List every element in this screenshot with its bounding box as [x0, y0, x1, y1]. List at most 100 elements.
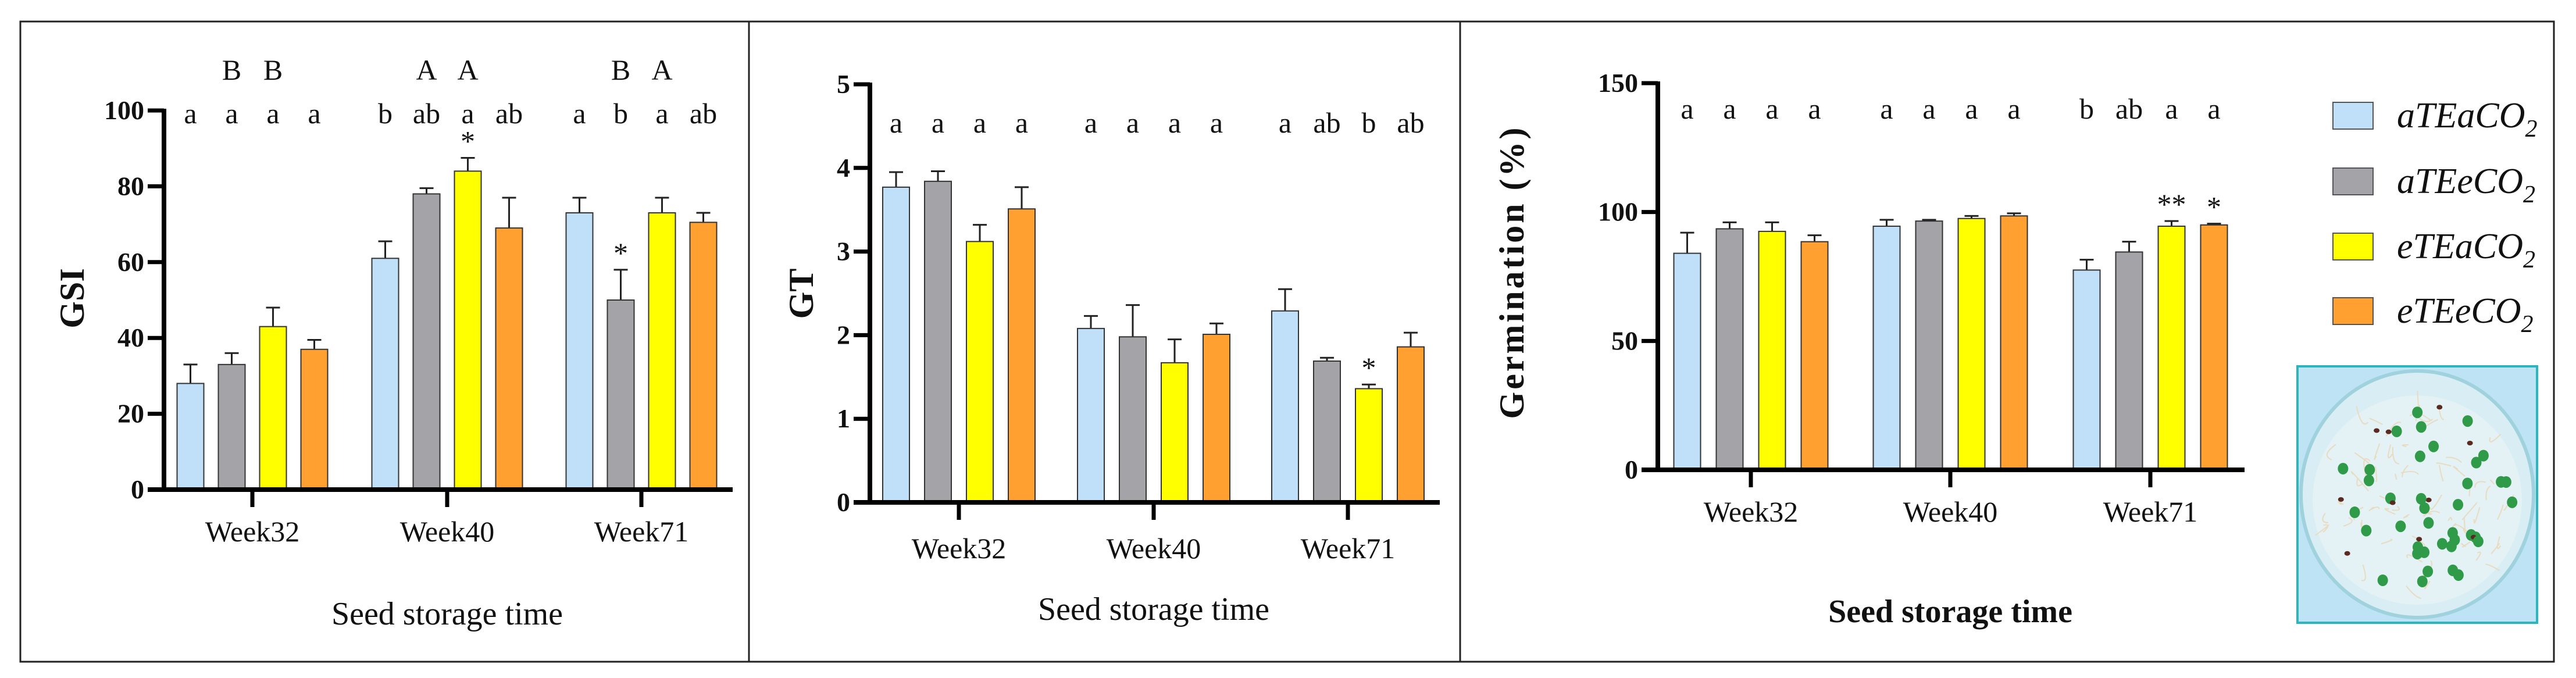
group-letter: a: [184, 97, 197, 130]
cotyledon: [2395, 520, 2406, 533]
group-letter: a: [655, 97, 668, 130]
bar: [371, 258, 399, 490]
bar: [2157, 226, 2186, 470]
group-letter: ab: [413, 97, 440, 130]
root-hair: [2356, 406, 2369, 425]
bar: [1758, 230, 1786, 470]
seed: [2389, 500, 2396, 505]
root-hair: [2350, 471, 2369, 491]
root-hair: [2403, 513, 2410, 519]
x-tick-label: Week71: [1301, 532, 1396, 565]
root-hair: [2485, 563, 2500, 572]
bar: [176, 383, 205, 490]
cotyledon: [2462, 477, 2473, 490]
cotyledon: [2416, 421, 2427, 433]
y-tick-label: 3: [837, 237, 850, 266]
bar: [1673, 252, 1701, 470]
seed: [2425, 497, 2432, 502]
root-hair: [2384, 508, 2396, 515]
group-letter: a: [973, 106, 986, 139]
group-letter: b: [1362, 106, 1376, 139]
x-tick-label: Week40: [1903, 495, 1998, 528]
legend-label: aTEeCO2: [2397, 162, 2535, 208]
y-tick-label: 150: [1598, 68, 1638, 98]
bar: [495, 227, 523, 490]
cotyledon: [2419, 502, 2430, 514]
group-letter: a: [2207, 92, 2220, 125]
bar: [217, 363, 246, 491]
bar: [412, 193, 441, 490]
group-letter: a: [225, 97, 238, 130]
bar: [1161, 362, 1189, 503]
root-hair: [2496, 536, 2502, 549]
root-hair: [2475, 551, 2481, 561]
group-letter: ab: [495, 97, 523, 130]
root-hair: [2453, 466, 2466, 477]
legend-swatch: [2332, 167, 2374, 195]
y-tick-label: 100: [1598, 197, 1638, 227]
group-letter-upper: A: [416, 53, 437, 86]
group-letter: ab: [1397, 106, 1424, 139]
y-tick-label: 100: [104, 95, 144, 125]
legend-label-subscript: 2: [2523, 247, 2535, 273]
group-letter: a: [1168, 106, 1181, 139]
group-letter: a: [1965, 92, 1978, 125]
bar: [1397, 346, 1425, 503]
root-hair: [2454, 524, 2468, 532]
cotyledon: [2447, 564, 2459, 576]
bar: [565, 212, 594, 490]
root-hair: [2461, 502, 2478, 520]
group-letter: a: [1765, 92, 1778, 125]
group-letter-upper: A: [651, 53, 672, 86]
group-letter: a: [1279, 106, 1291, 139]
cotyledon: [2471, 456, 2482, 469]
root-hair: [2402, 465, 2409, 477]
legend-label-main: aTEeCO: [2397, 162, 2523, 201]
cotyledon: [2422, 565, 2434, 577]
y-tick-label: 4: [837, 153, 850, 183]
bar: [1355, 388, 1383, 503]
group-letter: a: [461, 97, 474, 130]
root-hair: [2374, 466, 2378, 482]
y-tick-label: 50: [1611, 326, 1638, 355]
legend-label-main: eTEaCO: [2397, 227, 2523, 266]
root-hair: [2429, 494, 2442, 510]
seed: [2338, 497, 2344, 502]
bar: [1008, 208, 1036, 503]
root-hair: [2417, 390, 2420, 408]
root-hair: [2490, 479, 2495, 485]
significance-star: *: [613, 237, 628, 269]
root-hair: [2422, 511, 2441, 517]
cotyledon: [2416, 493, 2427, 505]
bar: [882, 186, 910, 503]
significance-star: *: [461, 125, 475, 158]
root-hair: [2361, 564, 2366, 581]
bar: [1800, 241, 1829, 470]
panel-germination-frame: [1459, 20, 2555, 663]
cotyledon: [2436, 538, 2447, 550]
y-tick-label: 80: [117, 171, 144, 201]
group-letter: ab: [1313, 106, 1340, 139]
cotyledon: [2414, 450, 2425, 462]
root-hair: [2438, 465, 2444, 482]
y-tick-label: 40: [117, 323, 144, 352]
group-letter: a: [1723, 92, 1736, 125]
root-hair: [2356, 478, 2364, 487]
bar: [1119, 336, 1147, 503]
bar: [2072, 269, 2101, 470]
y-axis-title: GT: [782, 269, 820, 319]
legend-label-main: eTEeCO: [2397, 291, 2521, 331]
group-letter: a: [932, 106, 944, 139]
seed: [2385, 429, 2392, 434]
bar: [1872, 226, 1901, 470]
root-hair: [2315, 524, 2329, 536]
group-letter: a: [308, 97, 320, 130]
group-letter: ab: [690, 97, 717, 130]
seedling-petri-dish-photo: [2296, 365, 2538, 624]
bar: [689, 222, 718, 490]
y-tick-label: 1: [837, 404, 850, 433]
group-letter: a: [2165, 92, 2178, 125]
cotyledon: [2472, 536, 2484, 548]
y-tick-label: 0: [837, 487, 850, 517]
seed: [2436, 405, 2443, 410]
